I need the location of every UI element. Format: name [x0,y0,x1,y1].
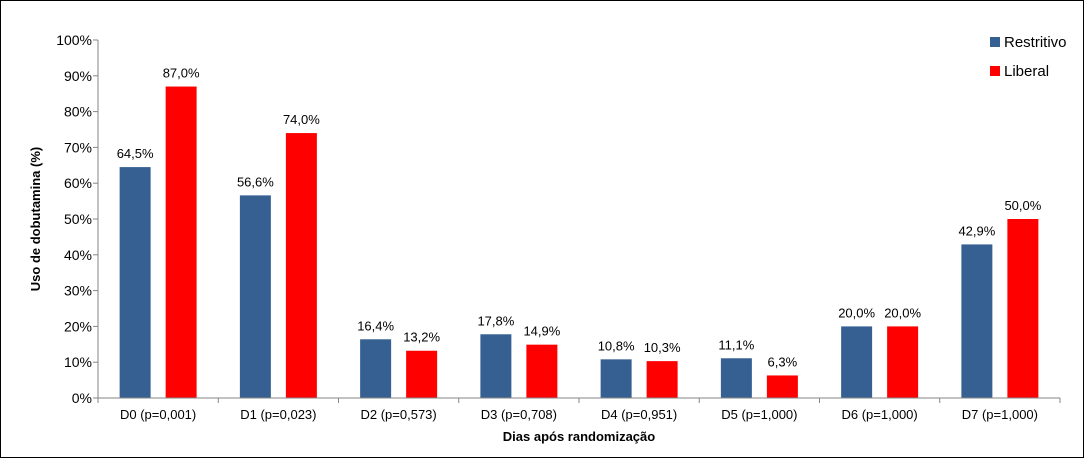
bar-liberal [165,86,197,398]
data-label: 74,0% [283,112,320,127]
legend: Restritivo Liberal [990,34,1067,80]
y-tick-label: 80% [64,104,92,120]
data-label: 56,6% [237,174,274,189]
x-category-label: D3 (p=0,708) [481,407,557,422]
data-labels: 64,5% 87,0% 56,6% 74,0% 16,4% 13,2% 17,8% 14,9%… [117,66,1042,370]
data-label: 13,2% [403,330,440,345]
y-tick-label: 50% [64,211,92,227]
y-axis-ticks: 0% 10% 20% 30% 40% 50% 60% 70% 80% 90% 100% [56,32,98,406]
bar-liberal [646,361,678,398]
x-category-label: D5 (p=1,000) [721,407,797,422]
bar-restritivo [961,244,993,398]
data-label: 10,8% [598,338,635,353]
data-label: 64,5% [117,146,154,161]
y-tick-label: 20% [64,318,92,334]
x-category-label: D7 (p=1,000) [962,407,1038,422]
y-tick-label: 60% [64,175,92,191]
data-label: 6,3% [768,354,798,369]
bar-liberal [285,133,317,398]
data-label: 20,0% [838,305,875,320]
bars-group [119,86,1039,398]
y-tick-label: 90% [64,68,92,84]
data-label: 17,8% [477,313,514,328]
bar-restritivo [720,358,752,398]
data-label: 16,4% [357,318,394,333]
x-category-label: D0 (p=0,001) [120,407,196,422]
data-label: 10,3% [644,340,681,355]
bar-restritivo [600,359,632,398]
x-category-label: D4 (p=0,951) [601,407,677,422]
legend-swatch-restritivo [990,37,1000,47]
data-label: 11,1% [718,337,754,352]
y-tick-label: 30% [64,283,92,299]
bar-liberal [887,326,919,398]
y-axis-title: Uso de dobutamina (%) [28,147,43,291]
x-category-label: D1 (p=0,023) [240,407,316,422]
x-category-label: D2 (p=0,573) [361,407,437,422]
data-label: 42,9% [958,223,995,238]
y-tick-label: 0% [72,390,92,406]
data-label: 50,0% [1004,198,1041,213]
bar-liberal [766,375,798,398]
y-tick-label: 40% [64,247,92,263]
bar-restritivo [239,195,271,398]
y-tick-label: 100% [56,32,92,48]
y-tick-label: 10% [64,354,92,370]
x-axis-categories: D0 (p=0,001) D1 (p=0,023) D2 (p=0,573) D3 (… [97,398,1061,422]
bar-restritivo [480,334,512,398]
data-label: 87,0% [163,66,200,81]
legend-label-liberal: Liberal [1004,63,1049,80]
x-axis-title: Dias após randomização [503,429,655,444]
bar-liberal [406,350,438,398]
x-category-label: D6 (p=1,000) [842,407,918,422]
bar-restritivo [119,167,151,398]
bar-restritivo [360,339,392,398]
bar-liberal [526,344,558,398]
y-tick-label: 70% [64,139,92,155]
bar-liberal [1007,219,1039,398]
data-label: 14,9% [523,324,560,339]
legend-label-restritivo: Restritivo [1004,34,1067,51]
data-label: 20,0% [884,305,921,320]
bar-restritivo [841,326,873,398]
legend-swatch-liberal [990,66,1000,76]
